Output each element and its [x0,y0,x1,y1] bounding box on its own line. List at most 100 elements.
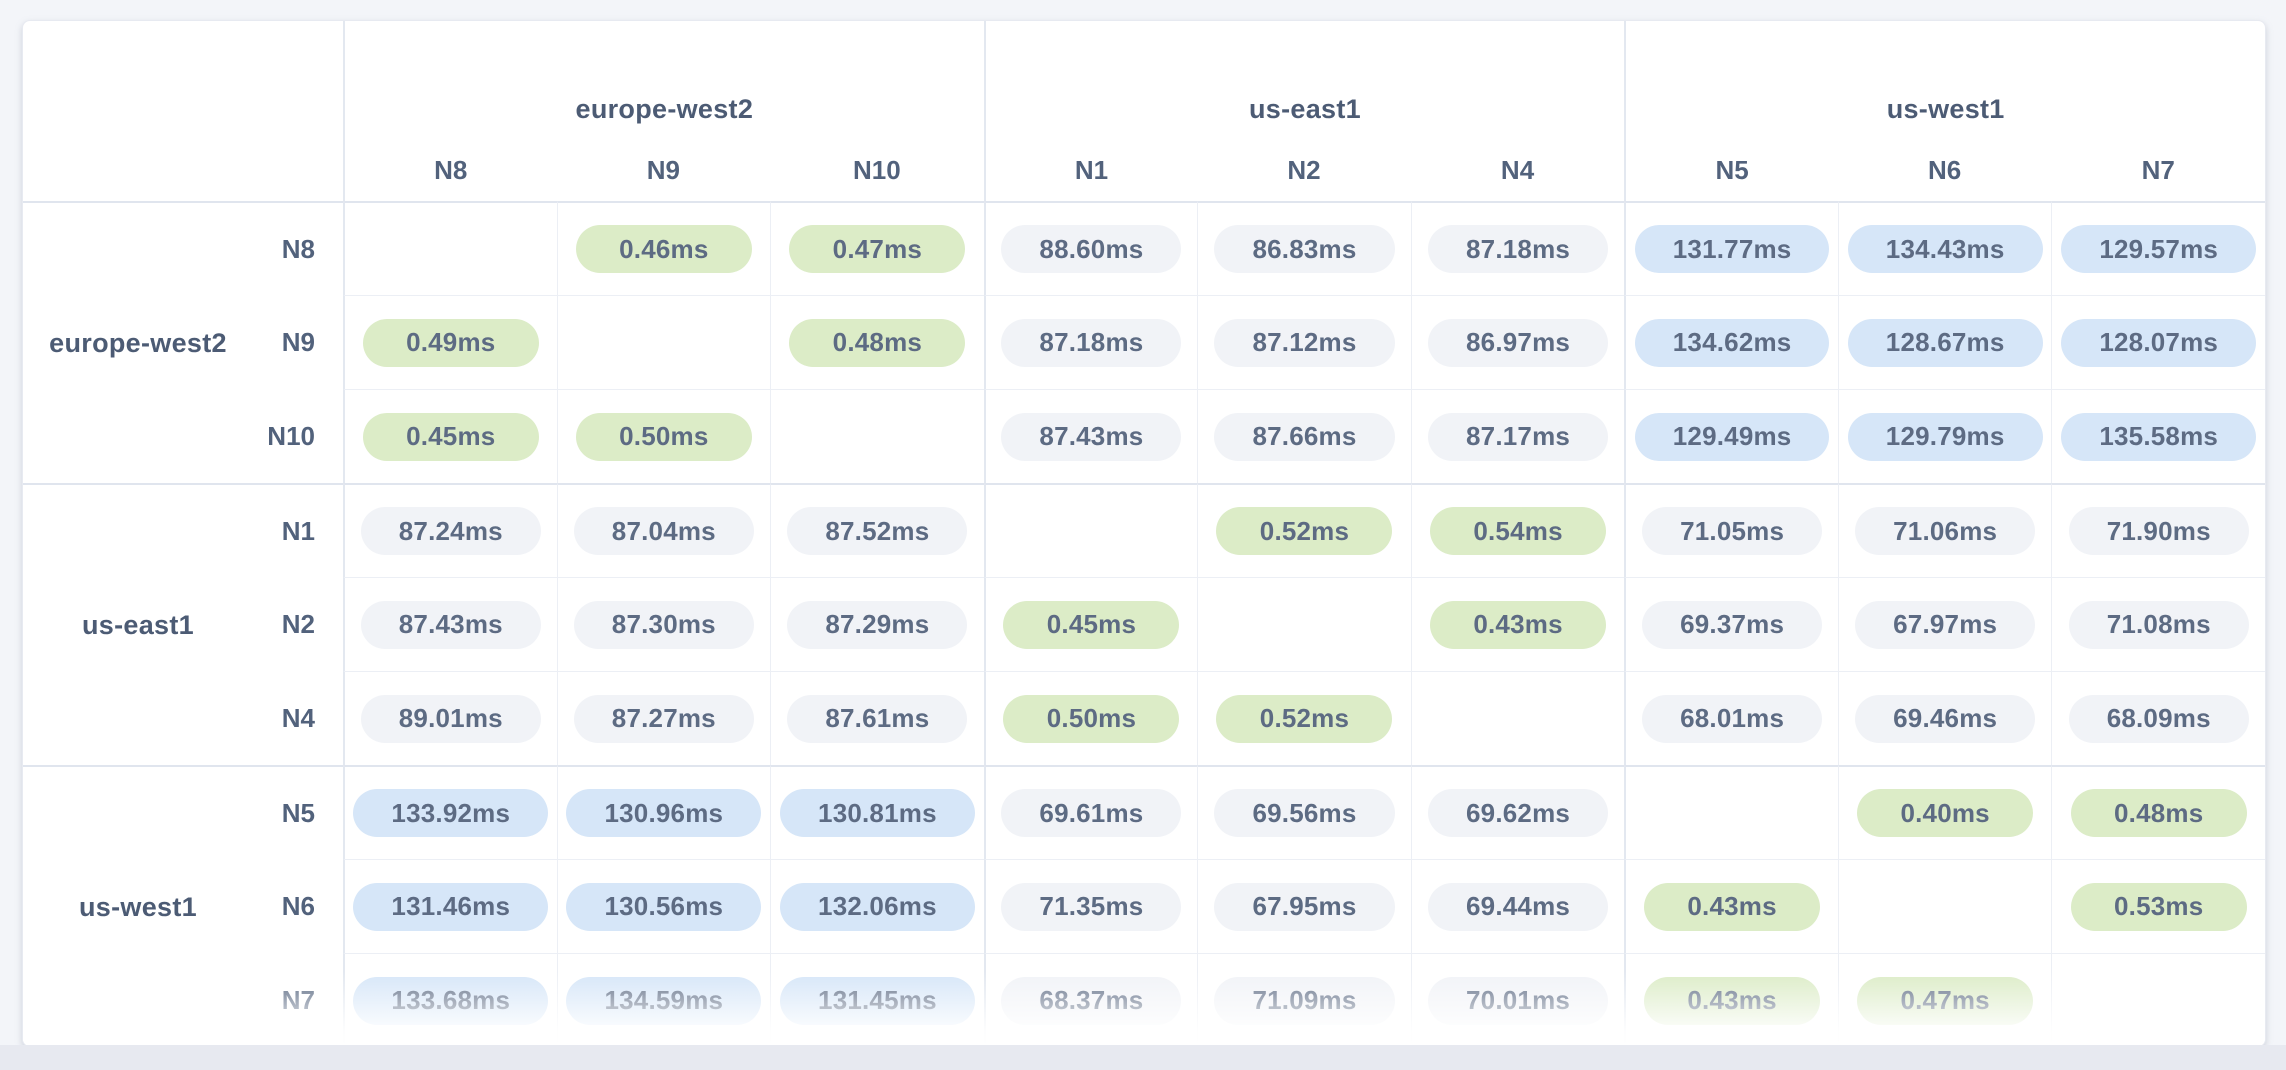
row-node-label-N6: N6 [281,891,315,922]
latency-pill: 68.09ms [2068,694,2249,743]
cell-N5-N10: 130.81ms [770,765,984,859]
cell-N6-N4: 69.44ms [1410,859,1625,953]
cell-N7-N9: 134.59ms [556,953,771,1046]
latency-pill: 129.57ms [2061,225,2257,273]
cell-N4-N6: 69.46ms [1837,671,2052,765]
cell-N9-N4: 86.97ms [1410,295,1625,389]
latency-pill: 0.50ms [575,412,752,461]
cell-N6-N7: 0.53ms [2051,859,2265,953]
latency-pill: 67.95ms [1214,882,1395,931]
latency-pill: 130.96ms [566,789,762,837]
latency-pill: 0.47ms [1857,976,2034,1025]
cell-N6-N2: 67.95ms [1197,859,1411,953]
cell-N5-N9: 130.96ms [556,765,771,859]
cell-N10-N5: 129.49ms [1624,389,1838,483]
cell-N1-N8: 87.24ms [343,483,557,577]
cell-N4-N9: 87.27ms [556,671,771,765]
cell-N6-N10: 132.06ms [770,859,984,953]
latency-pill: 130.56ms [566,882,762,931]
latency-pill: 69.44ms [1428,882,1609,931]
latency-pill: 129.79ms [1847,412,2043,461]
latency-pill: 130.81ms [780,789,975,837]
row-region-label: europe-west2 [49,327,227,358]
latency-pill: 0.52ms [1216,507,1393,555]
latency-pill: 71.09ms [1214,976,1395,1025]
cell-N2-N5: 69.37ms [1624,577,1838,671]
latency-pill: 131.77ms [1634,225,1830,273]
cell-N8-N4: 87.18ms [1410,201,1625,295]
latency-pill: 87.29ms [787,600,968,649]
latency-pill: 0.45ms [362,412,539,461]
latency-pill: 0.54ms [1430,507,1607,555]
column-region-header-europe-west2: europe-west2 [343,21,984,139]
latency-pill: 87.24ms [360,507,541,555]
latency-pill: 86.83ms [1214,225,1395,273]
cell-N7-N4: 70.01ms [1410,953,1625,1046]
latency-pill: 87.04ms [573,507,754,555]
latency-pill: 128.67ms [1847,318,2043,367]
cell-N2-N7: 71.08ms [2051,577,2265,671]
cell-N8-N10: 0.47ms [770,201,984,295]
latency-pill: 87.43ms [1001,412,1182,461]
cell-N6-N8: 131.46ms [343,859,557,953]
cell-N1-N6: 71.06ms [1837,483,2052,577]
cell-N2-N6: 67.97ms [1837,577,2052,671]
cell-N8-N2: 86.83ms [1197,201,1411,295]
cell-N1-N5: 71.05ms [1624,483,1838,577]
cell-N9-N8: 0.49ms [343,295,557,389]
cell-N9-N2: 87.12ms [1197,295,1411,389]
row-node-label-N5: N5 [281,798,315,829]
column-node-header-N5: N5 [1624,139,1838,201]
latency-pill: 87.18ms [1001,318,1182,367]
cell-N2-N2 [1197,577,1411,671]
cell-N8-N5: 131.77ms [1624,201,1838,295]
latency-pill: 69.37ms [1642,600,1823,649]
cell-N5-N2: 69.56ms [1197,765,1411,859]
cell-N1-N10: 87.52ms [770,483,984,577]
latency-pill: 87.43ms [360,600,541,649]
corner-cell [23,21,343,201]
cell-N5-N7: 0.48ms [2051,765,2265,859]
latency-pill: 86.97ms [1428,318,1609,367]
cell-N5-N8: 133.92ms [343,765,557,859]
latency-pill: 87.17ms [1428,412,1609,461]
cell-N6-N9: 130.56ms [556,859,771,953]
cell-N5-N5 [1624,765,1838,859]
cell-N4-N1: 0.50ms [983,671,1198,765]
latency-pill: 133.68ms [353,976,549,1025]
latency-pill: 128.07ms [2061,318,2257,367]
latency-pill: 0.50ms [1003,694,1180,743]
column-node-header-N7: N7 [2141,154,2175,185]
cell-N10-N1: 87.43ms [983,389,1198,483]
latency-pill: 132.06ms [780,882,975,931]
latency-pill: 71.35ms [1001,882,1182,931]
latency-pill: 89.01ms [360,694,541,743]
latency-pill: 87.18ms [1428,225,1609,273]
latency-pill: 87.12ms [1214,318,1395,367]
column-node-header-N4: N4 [1500,154,1535,185]
cell-N4-N8: 89.01ms [343,671,557,765]
latency-pill: 0.40ms [1857,789,2034,837]
row-region-label: us-east1 [82,609,194,640]
cell-N8-N8 [343,201,557,295]
latency-pill: 129.49ms [1634,412,1830,461]
row-node-label-N8: N8 [281,234,315,265]
latency-pill: 69.62ms [1428,789,1609,837]
cell-N7-N6: 0.47ms [1837,953,2052,1046]
cell-N10-N7: 135.58ms [2051,389,2265,483]
latency-grid: europe-west2 us-east1 us-west1 N8 N9 N10 N1 N2 N… [23,21,2265,1046]
cell-N1-N7: 71.90ms [2051,483,2265,577]
cell-N4-N7: 68.09ms [2051,671,2265,765]
cell-N9-N10: 0.48ms [770,295,984,389]
cell-N10-N2: 87.66ms [1197,389,1411,483]
cell-N10-N6: 129.79ms [1837,389,2052,483]
latency-pill: 71.05ms [1642,507,1823,555]
latency-pill: 134.43ms [1847,225,2043,273]
cell-N4-N10: 87.61ms [770,671,984,765]
latency-pill: 68.37ms [1001,976,1182,1025]
cell-N5-N6: 0.40ms [1837,765,2052,859]
cell-N10-N10 [770,389,984,483]
cell-N5-N4: 69.62ms [1410,765,1625,859]
latency-pill: 71.06ms [1855,507,2036,555]
cell-N5-N1: 69.61ms [983,765,1198,859]
